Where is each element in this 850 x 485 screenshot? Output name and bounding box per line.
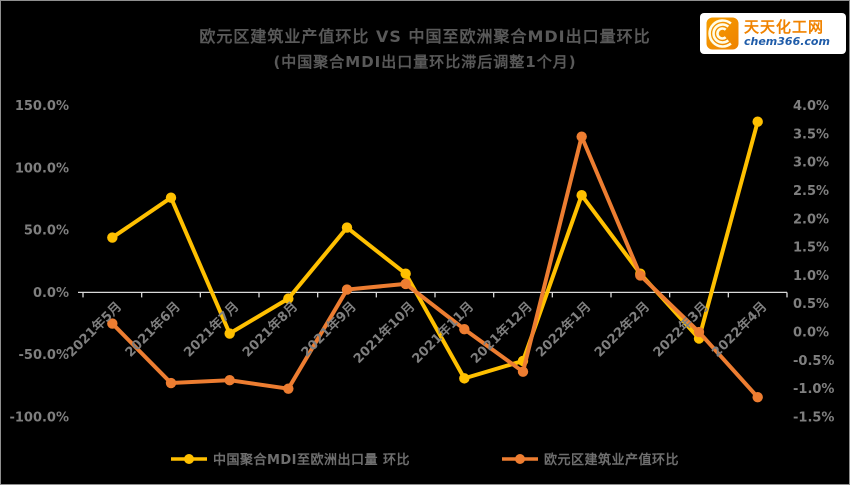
series-point-0 (283, 293, 294, 304)
logo-name: 天天化工网 (744, 17, 825, 36)
series-point-1 (283, 383, 294, 394)
x-axis-label-group: 2021年9月 (298, 299, 360, 361)
logo-domain: chem366.com (744, 34, 830, 48)
series-point-0 (752, 116, 763, 127)
series-point-0 (576, 190, 587, 201)
series-point-1 (635, 270, 646, 281)
legend-marker-0 (170, 453, 207, 464)
chart-title: 欧元区建筑业产值环比 VS 中国至欧洲聚合MDI出口量环比 (199, 27, 651, 46)
legend-item-0: 中国聚合MDI至欧洲出口量 环比 (170, 449, 411, 468)
right-axis-label: 1.5% (793, 241, 829, 256)
series-point-0 (459, 373, 470, 384)
left-axis-label: -100.0% (9, 411, 69, 426)
series-point-1 (400, 278, 411, 290)
left-axis-label: -50.0% (19, 348, 70, 363)
x-axis-label: 2022年4月 (709, 299, 771, 361)
legend-dot (183, 453, 194, 464)
left-axis-label: 150.0% (15, 99, 69, 114)
legend-marker-1 (502, 453, 539, 464)
series-point-0 (224, 328, 235, 339)
x-axis-label-group: 2022年4月 (709, 299, 771, 361)
series-point-1 (576, 131, 587, 142)
right-axis-label: 1.0% (793, 269, 829, 284)
right-axis-label: -0.5% (793, 354, 834, 369)
series-point-0 (165, 192, 177, 203)
x-axis-label: 2021年6月 (122, 299, 184, 361)
legend-dot (515, 453, 526, 464)
right-axis-label: -1.5% (793, 411, 834, 426)
chart-subtitle: (中国聚合MDI出口量环比滞后调整1个月) (273, 53, 577, 71)
x-axis-label-group: 2022年2月 (591, 299, 653, 361)
chart-legend: 中国聚合MDI至欧洲出口量 环比 欧元区建筑业产值环比 (1, 449, 849, 468)
x-axis-label-group: 2021年10月 (350, 299, 418, 367)
chem366-logo-icon (706, 17, 739, 50)
x-axis-label: 2021年9月 (298, 299, 360, 361)
left-axis-label: 0.0% (33, 286, 69, 301)
x-axis-label-group: 2021年6月 (122, 299, 184, 361)
legend-label-1: 欧元区建筑业产值环比 (544, 453, 680, 468)
right-axis-label: 0.0% (793, 326, 829, 341)
series-point-1 (341, 284, 353, 295)
series-point-0 (341, 222, 353, 233)
right-axis-label: 2.5% (793, 184, 829, 199)
x-axis-label: 2021年10月 (350, 299, 418, 367)
series-point-1 (693, 326, 705, 338)
series-point-0 (107, 232, 118, 243)
right-axis-label: 4.0% (793, 99, 829, 114)
left-axis-label: 50.0% (24, 224, 69, 239)
series-point-1 (517, 366, 529, 377)
series-point-0 (400, 268, 411, 279)
right-axis-label: 3.5% (793, 127, 829, 142)
series-point-1 (752, 391, 763, 403)
chem366-logo: 天天化工网 chem366.com (700, 13, 846, 54)
series-line-1 (110, 134, 760, 400)
x-axis-label: 2022年2月 (591, 299, 653, 361)
legend-item-1: 欧元区建筑业产值环比 (502, 449, 679, 468)
right-axis-label: 0.5% (793, 297, 829, 312)
legend-label-0: 中国聚合MDI至欧洲出口量 环比 (212, 453, 411, 468)
left-axis-label: 100.0% (15, 161, 69, 176)
right-axis-label: -1.0% (793, 382, 834, 397)
series-point-1 (224, 374, 235, 386)
series-point-1 (165, 377, 177, 389)
series-point-1 (459, 324, 470, 335)
right-axis-label: 2.0% (793, 212, 829, 227)
right-axis-label: 3.0% (793, 156, 829, 171)
series-point-1 (107, 318, 118, 329)
